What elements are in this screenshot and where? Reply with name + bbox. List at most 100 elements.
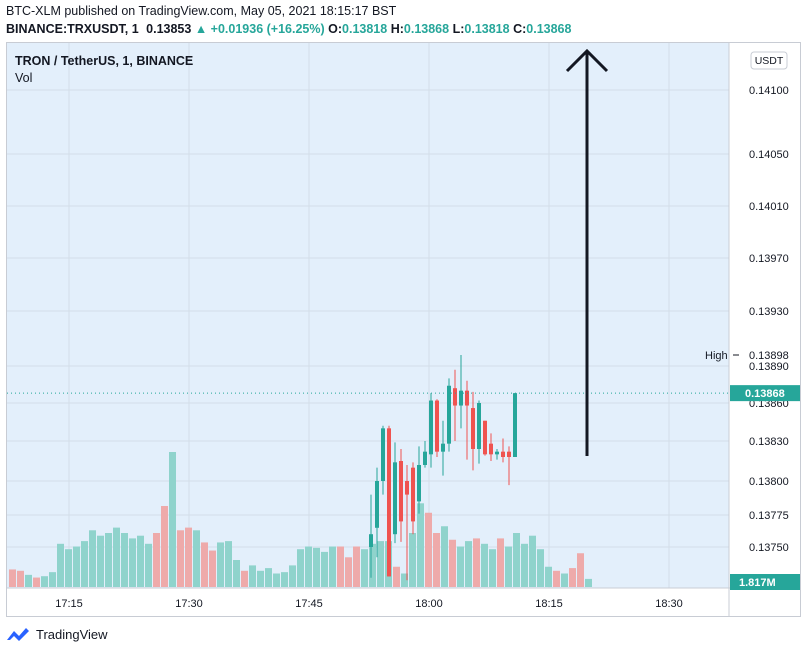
volume-bar [393,566,400,587]
volume-bar [33,577,40,587]
volume-bar [273,573,280,587]
last-price: 0.13853 [146,22,192,36]
volume-bar [217,542,224,587]
volume-bar [377,541,384,587]
volume-bar [169,452,176,587]
candle-body[interactable] [411,467,415,522]
volume-bar [241,570,248,587]
plot-background[interactable] [7,43,729,588]
candle-body[interactable] [483,420,487,455]
volume-bar [265,568,272,587]
volume-bar [545,566,552,587]
volume-bar [233,560,240,587]
volume-bar [441,526,448,587]
volume-bar [433,533,440,587]
volume-bar [313,547,320,587]
volume-bar [281,572,288,587]
volume-bar [49,572,56,587]
candle-body[interactable] [399,461,403,522]
candle-body[interactable] [375,481,379,528]
low-value: 0.13818 [464,22,510,36]
candle-body[interactable] [405,481,409,495]
candle-body[interactable] [381,428,385,481]
candle-body[interactable] [417,465,421,502]
candle-body[interactable] [393,462,397,535]
candle-body[interactable] [441,443,445,452]
high-value: 0.13868 [403,22,450,36]
volume-bar [113,527,120,587]
candle-body[interactable] [513,393,517,457]
volume-badge [730,574,800,590]
volume-bar [81,541,88,587]
tradingview-logo-icon [7,628,29,641]
volume-bar [417,503,424,587]
close-value: 0.13868 [526,22,572,36]
volume-bar [289,565,296,587]
volume-bar [497,538,504,587]
x-tick-label: 17:15 [55,598,83,610]
volume-bar [105,533,112,587]
volume-bar [425,512,432,587]
candle-body[interactable] [495,451,499,455]
volume-bar [193,530,200,587]
volume-bar [209,550,216,587]
y-tick-label: 0.13830 [749,436,789,448]
volume-bar [401,573,408,587]
price-chart[interactable]: 0.14100 0.14050 0.14010 0.13970 0.13930 0.138… [7,43,800,616]
volume-badge-label: 1.817M [739,577,776,589]
volume-bar [145,543,152,587]
candle-body[interactable] [507,451,511,457]
volume-bar [153,533,160,587]
candle-body[interactable] [477,403,481,449]
price-change: +0.01936 (+16.25%) [210,22,325,36]
candle-body[interactable] [435,400,439,452]
x-tick-label: 18:15 [535,598,563,610]
currency-button[interactable] [750,51,788,70]
candle-body[interactable] [459,390,463,406]
y-tick-label: 0.13800 [749,476,789,488]
volume-bar [129,538,136,587]
candle-body[interactable] [453,388,457,406]
volume-bar [561,573,568,587]
volume-bar [225,541,232,587]
footer-brand: TradingView [36,626,108,642]
y-tick-label: 0.13970 [749,253,789,265]
volume-bar [529,535,536,587]
volume-bar [457,546,464,587]
candle-body[interactable] [387,428,391,577]
tradingview-footer[interactable]: TradingView [6,626,108,642]
x-tick-label: 17:45 [295,598,323,610]
volume-bar [161,506,168,587]
currency-button-label[interactable]: USDT [755,55,784,67]
candle-body[interactable] [465,390,469,406]
volume-bar [73,546,80,587]
volume-bar [177,530,184,587]
candle-body[interactable] [429,400,433,455]
chart-panel[interactable]: 0.14100 0.14050 0.14010 0.13970 0.13930 0.138… [6,42,801,617]
candle-body[interactable] [501,451,505,457]
volume-bar [465,541,472,587]
volume-bar [201,542,208,587]
y-tick-label: 0.13750 [749,542,789,554]
symbol-info-line: BINANCE:TRXUSDT, 1 0.13853 ▲ +0.01936 (+… [6,22,571,36]
volume-bar [513,533,520,587]
annotation-arrow-head [565,48,609,73]
candle-body[interactable] [471,408,475,449]
volume-bar [257,570,264,587]
candle-body[interactable] [423,451,427,465]
candle-body[interactable] [447,385,451,444]
x-tick-label: 18:30 [655,598,683,610]
volume-bar [41,576,48,587]
candle-body[interactable] [369,534,373,547]
open-label: O: [328,22,343,36]
volume-bar [185,527,192,587]
volume-bar [329,546,336,587]
y-tick-label: 0.13930 [749,306,789,318]
volume-bar [305,546,312,587]
last-price-badge-label: 0.13868 [745,388,785,400]
volume-bar [481,543,488,587]
high-value-label: 0.13898 [749,350,789,362]
high-label: High [705,350,728,362]
volume-bar [369,543,376,587]
candle-body[interactable] [489,443,493,455]
